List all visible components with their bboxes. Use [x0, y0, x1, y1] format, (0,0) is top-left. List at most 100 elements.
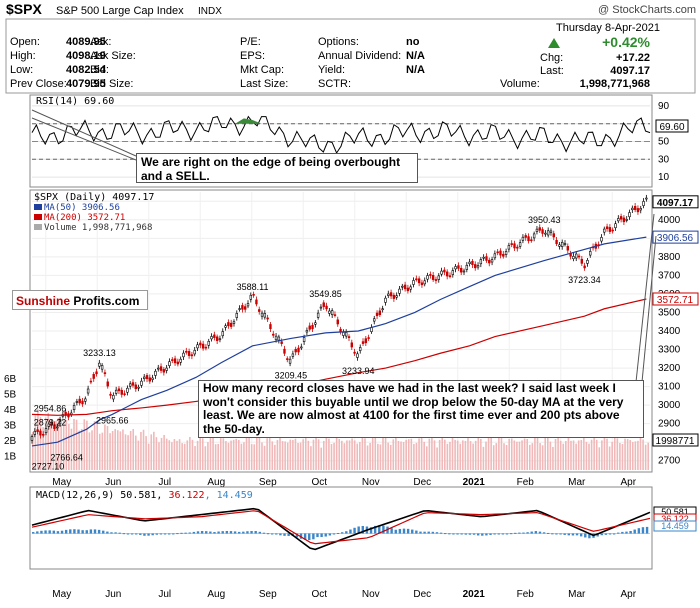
volume-bar: [165, 438, 168, 470]
x-axis-mid: May Jun Jul Aug Sep Oct Nov Dec 2021 Feb Mar Apr: [52, 477, 636, 488]
price-tag-box: [652, 230, 699, 244]
volume-bar: [361, 437, 364, 470]
candle-body: [294, 348, 297, 353]
volume-bar: [116, 430, 119, 470]
x-axis-label: Feb: [517, 477, 535, 488]
candle-body: [218, 338, 222, 341]
candle-body: [322, 302, 325, 307]
candle-body: [389, 292, 393, 297]
rsi-tick-label: 90: [658, 101, 670, 112]
volume-bar: [88, 432, 91, 470]
volume-bar: [191, 439, 194, 470]
histogram-bar: [209, 531, 212, 534]
histogram-bar: [93, 529, 97, 534]
histogram-bar: [497, 533, 500, 535]
volume-bar: [575, 443, 577, 470]
candle-body: [44, 428, 48, 433]
watermark: @ StockCharts.com: [598, 4, 696, 16]
histogram-bar: [77, 529, 80, 534]
volume-bar: [477, 436, 480, 470]
histogram-bar: [167, 533, 171, 535]
candle-body: [286, 358, 289, 360]
volume-bar: [176, 440, 178, 470]
exchange: INDX: [198, 6, 222, 17]
histogram-bar: [69, 529, 72, 534]
candle-body: [333, 314, 337, 316]
volume-bar: [132, 428, 135, 470]
candle-body: [168, 361, 171, 366]
candle-body: [274, 335, 278, 341]
histogram-bar: [575, 533, 579, 536]
volume-bar: [160, 437, 163, 470]
rsi-overbought-fill: [235, 118, 262, 124]
volume-bar: [531, 443, 534, 470]
price-callout-pointer-2: [641, 235, 657, 383]
price-tick-label: 2900: [658, 419, 681, 430]
volume-bar: [521, 440, 523, 470]
last-label: Last:: [540, 65, 564, 77]
volume-bar: [140, 431, 142, 470]
stats-label: Bid:: [90, 64, 109, 76]
volume-bar: [598, 447, 601, 470]
histogram-bar: [238, 531, 241, 534]
candle-body: [451, 270, 454, 275]
volume-bar: [307, 440, 310, 470]
histogram-bar: [233, 531, 237, 534]
volume-bar: [119, 431, 122, 470]
candle-body: [229, 322, 233, 327]
candle-body: [244, 306, 247, 310]
candle-body: [201, 343, 205, 349]
histogram-bar: [135, 533, 138, 535]
candle-body: [297, 347, 300, 353]
volume-bar: [451, 437, 454, 470]
volume-bar: [178, 439, 181, 470]
volume-bar: [456, 440, 459, 470]
stats-value: N/A: [406, 50, 425, 62]
candle-body: [120, 389, 123, 395]
histogram-bar: [266, 533, 270, 535]
price-tag-label: 3572.71: [657, 295, 694, 306]
histogram-bar: [456, 533, 459, 535]
candle-body: [392, 294, 396, 299]
candle-body: [165, 367, 168, 371]
volume-bar: [253, 444, 256, 470]
volume-bar: [431, 436, 433, 470]
histogram-bar: [328, 533, 332, 536]
candle-body: [642, 201, 645, 206]
histogram-bar: [283, 533, 286, 536]
price-callout-pointer: [635, 213, 655, 383]
candle-body: [549, 230, 553, 233]
volume-bar: [335, 437, 338, 470]
volume-bar: [523, 438, 526, 470]
candle-body: [154, 370, 157, 376]
volume-bar: [111, 430, 114, 470]
volume-tick-label: 5B: [4, 390, 17, 401]
volume-bar: [603, 436, 606, 470]
volume-bar: [248, 437, 250, 470]
histogram-bar: [180, 532, 183, 534]
volume-bar: [86, 420, 88, 470]
histogram-bar: [262, 532, 266, 534]
volume-bar: [438, 439, 441, 470]
candle-body: [535, 228, 539, 232]
candle-body: [552, 233, 555, 238]
histogram-bar: [394, 529, 397, 534]
candle-body: [277, 336, 281, 341]
volume-bar: [413, 443, 415, 470]
x-axis-label: Dec: [413, 477, 431, 488]
candle-body: [387, 293, 390, 296]
rsi-callout: We are right on the edge of being overbo…: [136, 153, 418, 183]
candle-body: [431, 275, 435, 280]
volume-bar: [281, 441, 284, 470]
candle-body: [157, 367, 160, 370]
candle-body: [479, 259, 483, 265]
volume-bar: [42, 427, 44, 470]
candle-body: [589, 251, 592, 256]
candle-body: [476, 265, 480, 268]
volume-bar: [209, 436, 212, 470]
price-tick-label: 3500: [658, 307, 681, 318]
x-axis-label: Jul: [158, 589, 171, 600]
